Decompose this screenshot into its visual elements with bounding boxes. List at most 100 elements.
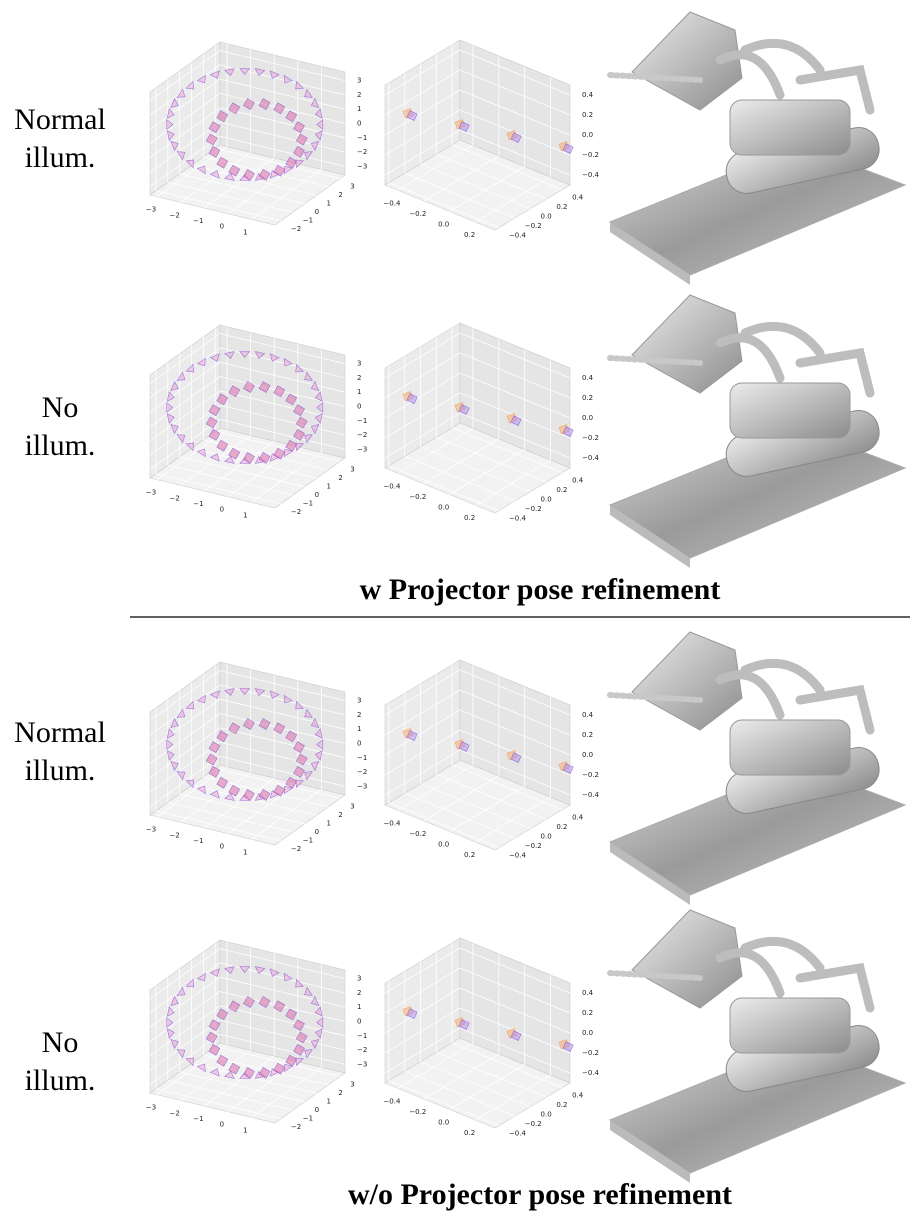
tick-label: 0 — [220, 506, 224, 514]
mesh-body — [730, 100, 850, 155]
tick-label: −1 — [357, 417, 367, 425]
tick-label: 0.4 — [582, 374, 594, 382]
tick-label: 0 — [315, 828, 319, 836]
tick-label: 1 — [357, 1003, 361, 1011]
tick-label: 1 — [357, 388, 361, 396]
tick-label: 1 — [243, 511, 247, 519]
tick-label: 1 — [357, 725, 361, 733]
tick-label: 0 — [315, 1106, 319, 1114]
tick-label: −0.2 — [525, 1120, 542, 1128]
tick-label: 0 — [357, 403, 361, 411]
tick-label: 0.0 — [438, 840, 449, 848]
tick-label: 3 — [350, 1080, 354, 1088]
tick-label: −2 — [291, 508, 301, 516]
mesh-body — [730, 720, 850, 775]
tick-label: 0.2 — [464, 1129, 475, 1137]
tick-label: −0.2 — [525, 842, 542, 850]
tick-label: 0.0 — [438, 1118, 449, 1126]
tick-label: 3 — [357, 975, 361, 983]
tick-label: −1 — [193, 1115, 203, 1123]
tick-label: 0.2 — [464, 514, 475, 522]
tick-label: −2 — [291, 225, 301, 233]
tick-label: 2 — [338, 811, 342, 819]
tick-label: 3 — [357, 697, 361, 705]
tick-label: −3 — [146, 206, 156, 214]
tick-label: 1 — [327, 1097, 331, 1105]
tick-label: −1 — [303, 1114, 313, 1122]
tick-label: −3 — [357, 162, 367, 170]
tick-label: −0.4 — [582, 1069, 600, 1077]
tick-label: −3 — [146, 489, 156, 497]
row-label: illum. — [25, 1064, 96, 1097]
tick-label: 0.4 — [572, 477, 584, 485]
tick-label: −3 — [146, 826, 156, 834]
tick-label: −0.2 — [582, 151, 599, 159]
tick-label: −1 — [193, 837, 203, 845]
tick-label: 1 — [357, 105, 361, 113]
row-label: illum. — [25, 141, 96, 174]
figure: w Projector pose refinement w/o Projecto… — [0, 0, 910, 1217]
tick-label: −0.2 — [582, 771, 599, 779]
pose-plot: −3−2−101−2−10123−3−2−10123 — [146, 662, 367, 856]
tick-label: −0.2 — [582, 434, 599, 442]
tick-label: 2 — [357, 711, 361, 719]
tick-label: −1 — [303, 836, 313, 844]
tick-label: 0.2 — [556, 486, 567, 494]
tick-label: −0.4 — [582, 171, 600, 179]
tick-label: −3 — [146, 1104, 156, 1112]
tick-label: −1 — [193, 217, 203, 225]
tick-label: −0.4 — [383, 199, 401, 207]
tick-label: −0.2 — [409, 830, 426, 838]
tick-label: −0.4 — [383, 482, 401, 490]
tick-label: 0.4 — [572, 814, 584, 822]
tick-label: −1 — [303, 216, 313, 224]
row-label: illum. — [25, 429, 96, 462]
tick-label: −0.4 — [509, 1130, 527, 1138]
tick-label: 0 — [315, 208, 319, 216]
row-label: Normal — [14, 716, 106, 749]
tick-label: 0.2 — [464, 851, 475, 859]
tick-label: 1 — [243, 228, 247, 236]
mesh-render — [610, 910, 905, 1183]
tick-label: 2 — [338, 1089, 342, 1097]
tick-label: −2 — [357, 1046, 367, 1054]
mesh-render — [610, 632, 905, 905]
tick-label: −0.4 — [509, 852, 527, 860]
tick-label: −2 — [169, 494, 179, 502]
tick-label: −1 — [193, 500, 203, 508]
tick-label: −2 — [291, 845, 301, 853]
tick-label: −0.4 — [582, 791, 600, 799]
tick-label: −2 — [169, 1109, 179, 1117]
tick-label: −0.2 — [409, 210, 426, 218]
tick-label: 0.0 — [541, 496, 552, 504]
tick-label: 0.2 — [556, 823, 567, 831]
tick-label: −1 — [357, 1032, 367, 1040]
tick-label: −0.2 — [582, 1049, 599, 1057]
tick-label: 0.0 — [582, 1029, 593, 1037]
tick-label: 0.0 — [582, 414, 593, 422]
row-label: No — [42, 391, 79, 424]
tick-label: 0.4 — [582, 711, 594, 719]
mesh-body — [730, 383, 850, 438]
tick-label: 0.4 — [572, 194, 584, 202]
tick-label: 1 — [327, 199, 331, 207]
tick-label: −0.4 — [509, 232, 527, 240]
tick-label: 1 — [327, 819, 331, 827]
tick-label: −2 — [169, 831, 179, 839]
row-label: No — [42, 1026, 79, 1059]
tick-label: 0 — [220, 843, 224, 851]
pose-plot: −0.4−0.20.00.2−0.4−0.20.00.20.4−0.4−0.20… — [383, 660, 599, 860]
pose-plot: −0.4−0.20.00.2−0.4−0.20.00.20.4−0.4−0.20… — [383, 323, 599, 523]
tick-label: −2 — [357, 148, 367, 156]
row-label: illum. — [25, 754, 96, 787]
tick-label: 1 — [327, 482, 331, 490]
tick-label: 0.2 — [556, 203, 567, 211]
tick-label: 0.4 — [582, 989, 594, 997]
tick-label: 0.2 — [464, 231, 475, 239]
tick-label: 0.0 — [541, 1111, 552, 1119]
tick-label: 3 — [350, 182, 354, 190]
tick-label: 0.2 — [582, 731, 593, 739]
tick-label: −1 — [303, 499, 313, 507]
tick-label: −0.4 — [383, 819, 401, 827]
